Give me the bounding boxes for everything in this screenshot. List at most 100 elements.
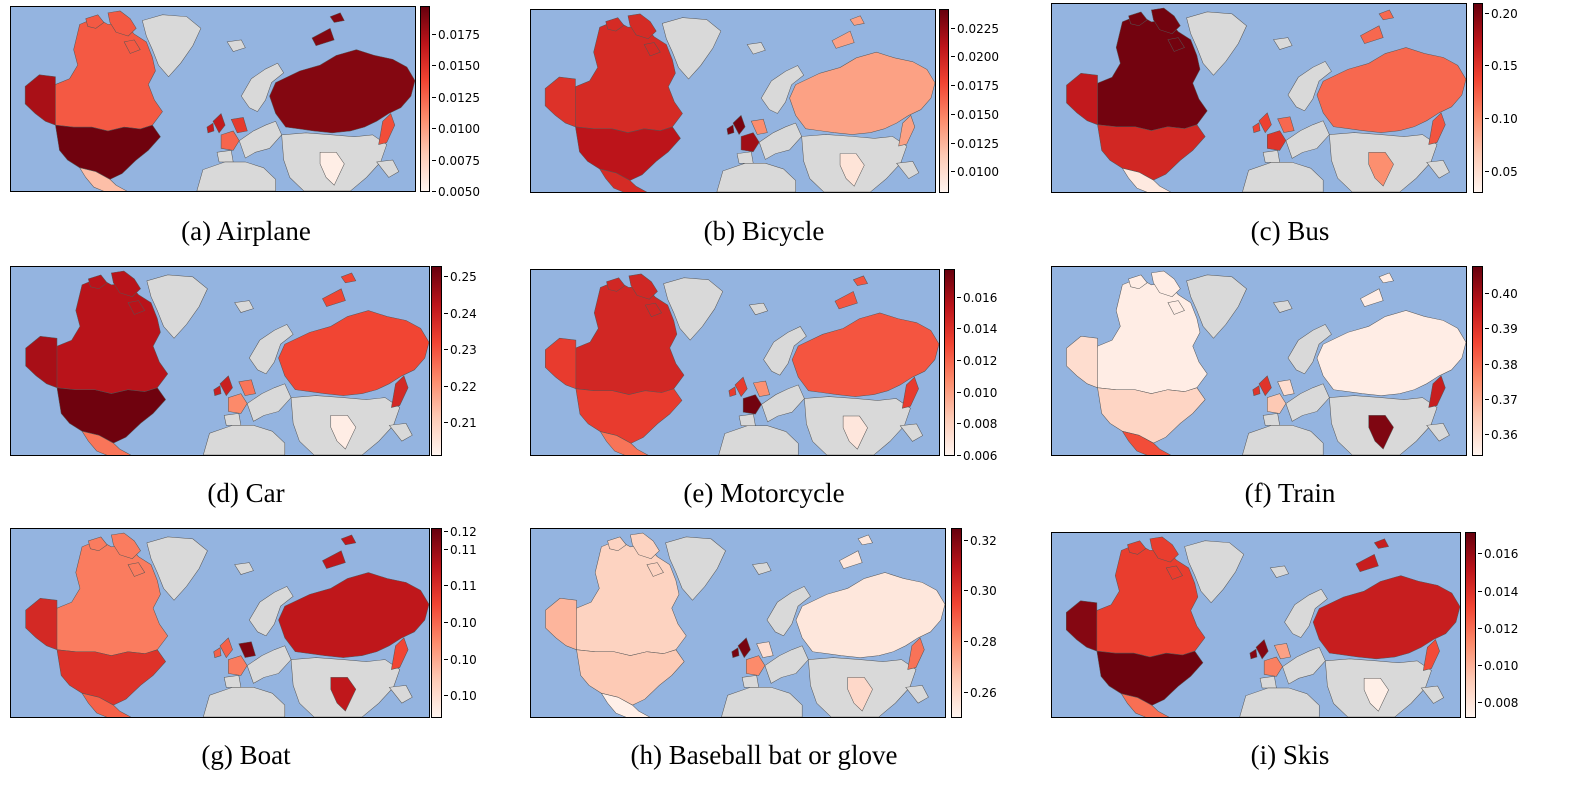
region-iceland (752, 562, 772, 575)
choropleth-map-d (10, 266, 430, 456)
region-russia (789, 51, 935, 135)
map-svg (1066, 270, 1466, 455)
region-iceland (1273, 37, 1293, 50)
region-iceland (234, 300, 254, 313)
colorbar-tick-label: 0.0225 (951, 21, 999, 36)
region-russiaislands (322, 534, 357, 569)
colorbar-tick-label: 0.23 (444, 343, 477, 358)
colorbar-tick-label: 0.05 (1485, 164, 1518, 179)
region-arctic (1128, 270, 1185, 315)
region-india (1368, 415, 1394, 450)
region-alaska (544, 76, 576, 128)
colorbar-tick-label: 0.0100 (951, 165, 999, 180)
region-mexico (1121, 430, 1172, 455)
region-greenland (665, 536, 726, 601)
panel-caption: (f) Train (1244, 478, 1336, 508)
region-japan (391, 637, 409, 670)
region-india (330, 677, 357, 712)
colorbar-tick-label: 0.12 (444, 524, 477, 539)
choropleth-map-f (1051, 266, 1467, 456)
region-germany (756, 641, 774, 658)
region-france (228, 655, 248, 676)
region-germany (230, 117, 248, 134)
region-mexico (1121, 167, 1172, 192)
region-arctic (607, 532, 664, 577)
region-greenland (1186, 274, 1247, 339)
region-japan (898, 114, 916, 147)
region-germany (1273, 643, 1292, 660)
panel-caption: (b) Bicycle (703, 216, 825, 246)
region-iceland (226, 39, 246, 52)
colorbar-tick-label: 0.0200 (951, 50, 999, 65)
region-germany (1277, 379, 1295, 396)
colorbar-tick-label: 0.0125 (951, 136, 999, 151)
region-scandinavia (760, 65, 805, 114)
region-seasia (1420, 685, 1445, 704)
region-scandinavia (763, 326, 807, 376)
region-alaska (25, 336, 58, 389)
map-svg (544, 13, 935, 192)
region-greenland (1184, 540, 1245, 604)
region-scandinavia (1287, 61, 1332, 112)
region-seasia (905, 685, 929, 704)
colorbar-tick-label: 0.11 (444, 579, 477, 594)
colorbar-tick-label: 0.0100 (432, 122, 480, 137)
region-russia (791, 312, 939, 397)
region-usa (575, 126, 681, 181)
region-mexico (79, 167, 128, 191)
region-arctic (88, 270, 146, 315)
region-russiaislands (1360, 272, 1394, 307)
map-svg (1066, 536, 1460, 717)
colorbar-a (420, 6, 430, 192)
region-india (1368, 152, 1394, 187)
region-africa (716, 163, 796, 192)
region-germany (752, 380, 771, 397)
colorbar-tick-label: 0.006 (956, 449, 998, 463)
region-russiaislands (834, 275, 868, 310)
region-france (1267, 130, 1287, 151)
colorbar-tick-label: 0.008 (1477, 696, 1519, 711)
region-africa (1242, 162, 1324, 192)
region-france (742, 394, 762, 415)
region-seasia (896, 161, 920, 179)
region-arctic (85, 10, 141, 54)
panel-caption: (i) Skis (1250, 740, 1330, 770)
colorbar-tick-label: 0.10 (444, 652, 477, 667)
region-usa (56, 387, 166, 444)
colorbar-tick-label: 0.10 (444, 689, 477, 704)
region-germany (238, 379, 256, 396)
choropleth-map-h (530, 528, 946, 718)
colorbar-tick-label: 0.016 (1477, 547, 1519, 562)
region-greenland (661, 17, 722, 80)
colorbar-tick-label: 0.39 (1485, 322, 1518, 337)
region-russiaislands (322, 272, 357, 307)
colorbar-g (431, 528, 442, 718)
region-greenland (146, 274, 208, 339)
region-alaska (1066, 73, 1098, 126)
region-africa (203, 425, 286, 455)
colorbar-tick-label: 0.10 (444, 616, 477, 630)
region-africa (1242, 425, 1324, 455)
region-seasia (388, 423, 413, 442)
region-iceland (234, 562, 254, 575)
region-usa (1097, 124, 1206, 181)
region-russia (1312, 575, 1460, 660)
region-india (842, 415, 868, 450)
region-africa (1239, 687, 1320, 717)
region-usa (576, 649, 685, 706)
panel-caption: (e) Motorcycle (683, 478, 845, 508)
colorbar-tick-label: 0.10 (1485, 112, 1518, 127)
region-greenland (146, 536, 208, 601)
colorbar-tick-label: 0.014 (956, 322, 998, 337)
region-mexico (599, 168, 648, 192)
region-russia (1316, 47, 1466, 133)
region-ireland (213, 385, 222, 396)
region-ireland (206, 122, 215, 134)
region-iceland (746, 42, 766, 55)
panel-caption: (a) Airplane (181, 216, 311, 246)
region-arctic (1128, 7, 1185, 52)
colorbar-tick-label: 0.24 (444, 306, 477, 321)
region-scandinavia (1284, 588, 1328, 638)
region-germany (1277, 116, 1295, 133)
colorbar-tick-label: 0.0075 (432, 153, 480, 168)
